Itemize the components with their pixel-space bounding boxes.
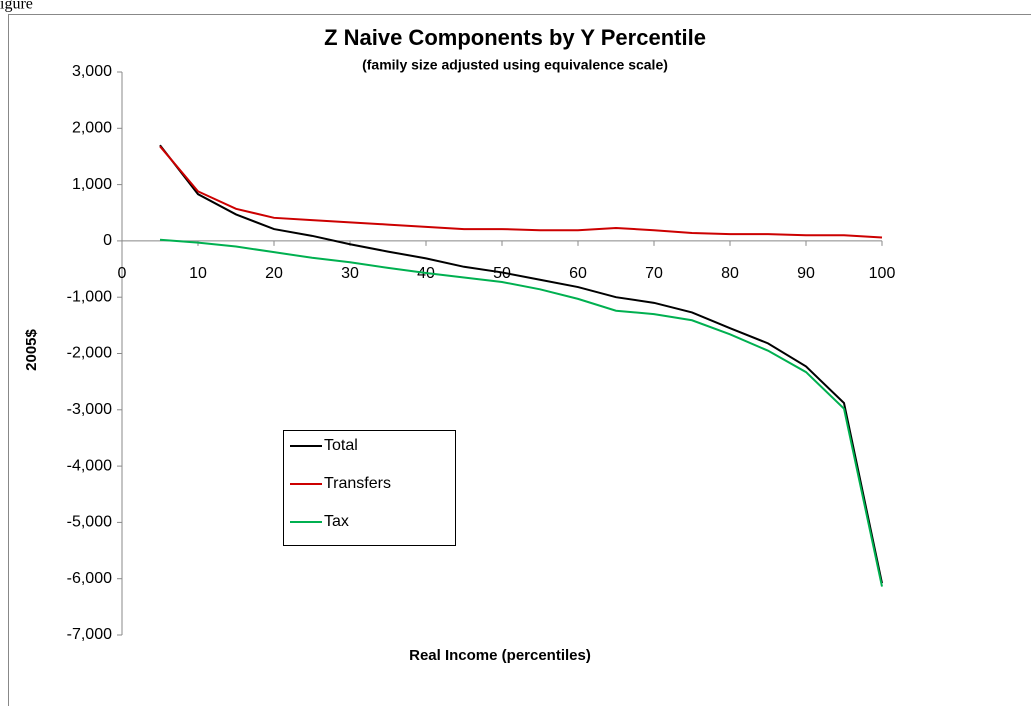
x-axis-title: Real Income (percentiles) (409, 647, 591, 664)
x-tick-label: 100 (869, 265, 896, 282)
y-tick-label: 2,000 (72, 120, 112, 137)
x-tick-label: 70 (645, 265, 663, 282)
page-label: igure (0, 0, 33, 13)
x-tick-label: 10 (189, 265, 207, 282)
y-tick-label: 3,000 (72, 63, 112, 80)
legend-label: Tax (324, 513, 349, 530)
series-line (160, 240, 882, 587)
y-tick-label: 0 (103, 232, 112, 249)
chart-border (9, 15, 1031, 707)
y-tick-label: -2,000 (67, 345, 112, 362)
legend-label: Total (324, 437, 358, 454)
y-tick-label: -3,000 (67, 401, 112, 418)
y-tick-label: 1,000 (72, 176, 112, 193)
legend-label: Transfers (324, 475, 391, 492)
y-tick-label: -6,000 (67, 570, 112, 587)
x-tick-label: 80 (721, 265, 739, 282)
chart-subtitle: (family size adjusted using equivalence … (362, 57, 668, 73)
x-tick-label: 30 (341, 265, 359, 282)
series-line (160, 145, 882, 583)
y-tick-label: -4,000 (67, 457, 112, 474)
chart-title: Z Naive Components by Y Percentile (324, 25, 706, 50)
x-tick-label: 90 (797, 265, 815, 282)
y-tick-label: -5,000 (67, 514, 112, 531)
y-tick-label: -1,000 (67, 288, 112, 305)
series-line (160, 146, 882, 237)
y-axis-title: 2005$ (23, 328, 40, 370)
x-tick-label: 0 (118, 265, 127, 282)
x-tick-label: 20 (265, 265, 283, 282)
y-tick-label: -7,000 (67, 626, 112, 643)
x-tick-label: 60 (569, 265, 587, 282)
